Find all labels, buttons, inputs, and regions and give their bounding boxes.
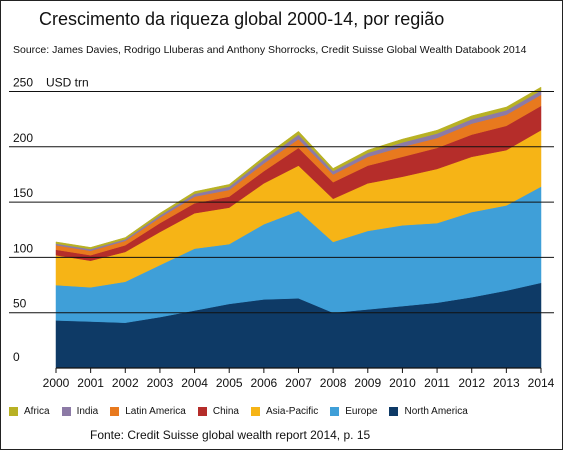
chart-source: Source: James Davies, Rodrigo Lluberas a… [13,44,527,56]
legend-label: India [76,406,99,417]
legend-item-africa: Africa [9,406,50,417]
x-tick-label: 2002 [112,376,139,390]
x-tick-label: 2007 [285,376,312,390]
x-tick-label: 2011 [424,376,450,390]
legend-item-latin-america: Latin America [110,406,186,417]
legend-swatch [330,407,340,416]
x-tick-label: 2004 [181,376,208,390]
x-axis: 2000 2001 2002 2003 2004 2005 2006 2007 2008 2009… [43,367,555,390]
legend-item-europe: Europe [330,406,377,417]
x-tick-label: 2009 [354,376,381,390]
area-layers [55,86,542,369]
legend: Africa India Latin America China Asia-Pacifi… [9,406,480,417]
legend-label: Europe [345,406,378,417]
y-tick-label: 50 [13,297,27,311]
x-tick-label: 2001 [77,376,104,390]
legend-item-north-america: North America [389,406,468,417]
x-tick-label: 2013 [493,376,520,390]
y-tick-labels: 0 50 100 150 200 250 USD trn [13,76,89,365]
legend-item-china: China [197,406,239,417]
legend-swatch [110,407,120,416]
chart-title: Crescimento da riqueza global 2000-14, p… [39,9,445,29]
area-africa [55,86,542,250]
x-tick-label: 2010 [389,376,416,390]
x-tick-label: 2005 [216,376,243,390]
x-tick-label: 2000 [43,376,70,390]
legend-label: Asia-Pacific [265,406,319,417]
y-tick-label: 0 [13,350,20,364]
x-tick-label: 2008 [320,376,347,390]
legend-label: Africa [24,406,50,417]
x-tick-label: 2012 [458,376,485,390]
y-tick-label: 100 [13,241,33,255]
legend-swatch [389,407,399,416]
legend-item-asia-pacific: Asia-Pacific [250,406,319,417]
legend-label: Latin America [125,406,186,417]
legend-label: North America [404,406,468,417]
legend-item-india: India [61,406,99,417]
y-tick-label: 200 [13,131,33,145]
chart-footnote: Fonte: Credit Suisse global wealth repor… [90,428,371,442]
y-tick-label: 150 [13,186,33,200]
y-tick-label: 250 [13,76,33,90]
x-tick-label: 2003 [147,376,174,390]
legend-swatch [61,407,71,416]
gridlines [9,91,554,314]
legend-swatch [197,407,207,416]
y-axis-unit-label: USD trn [46,76,89,90]
legend-swatch [9,407,18,416]
legend-swatch [250,407,260,416]
x-tick-label: 2014 [528,376,555,390]
x-tick-label: 2006 [251,376,278,390]
legend-label: China [212,406,239,417]
